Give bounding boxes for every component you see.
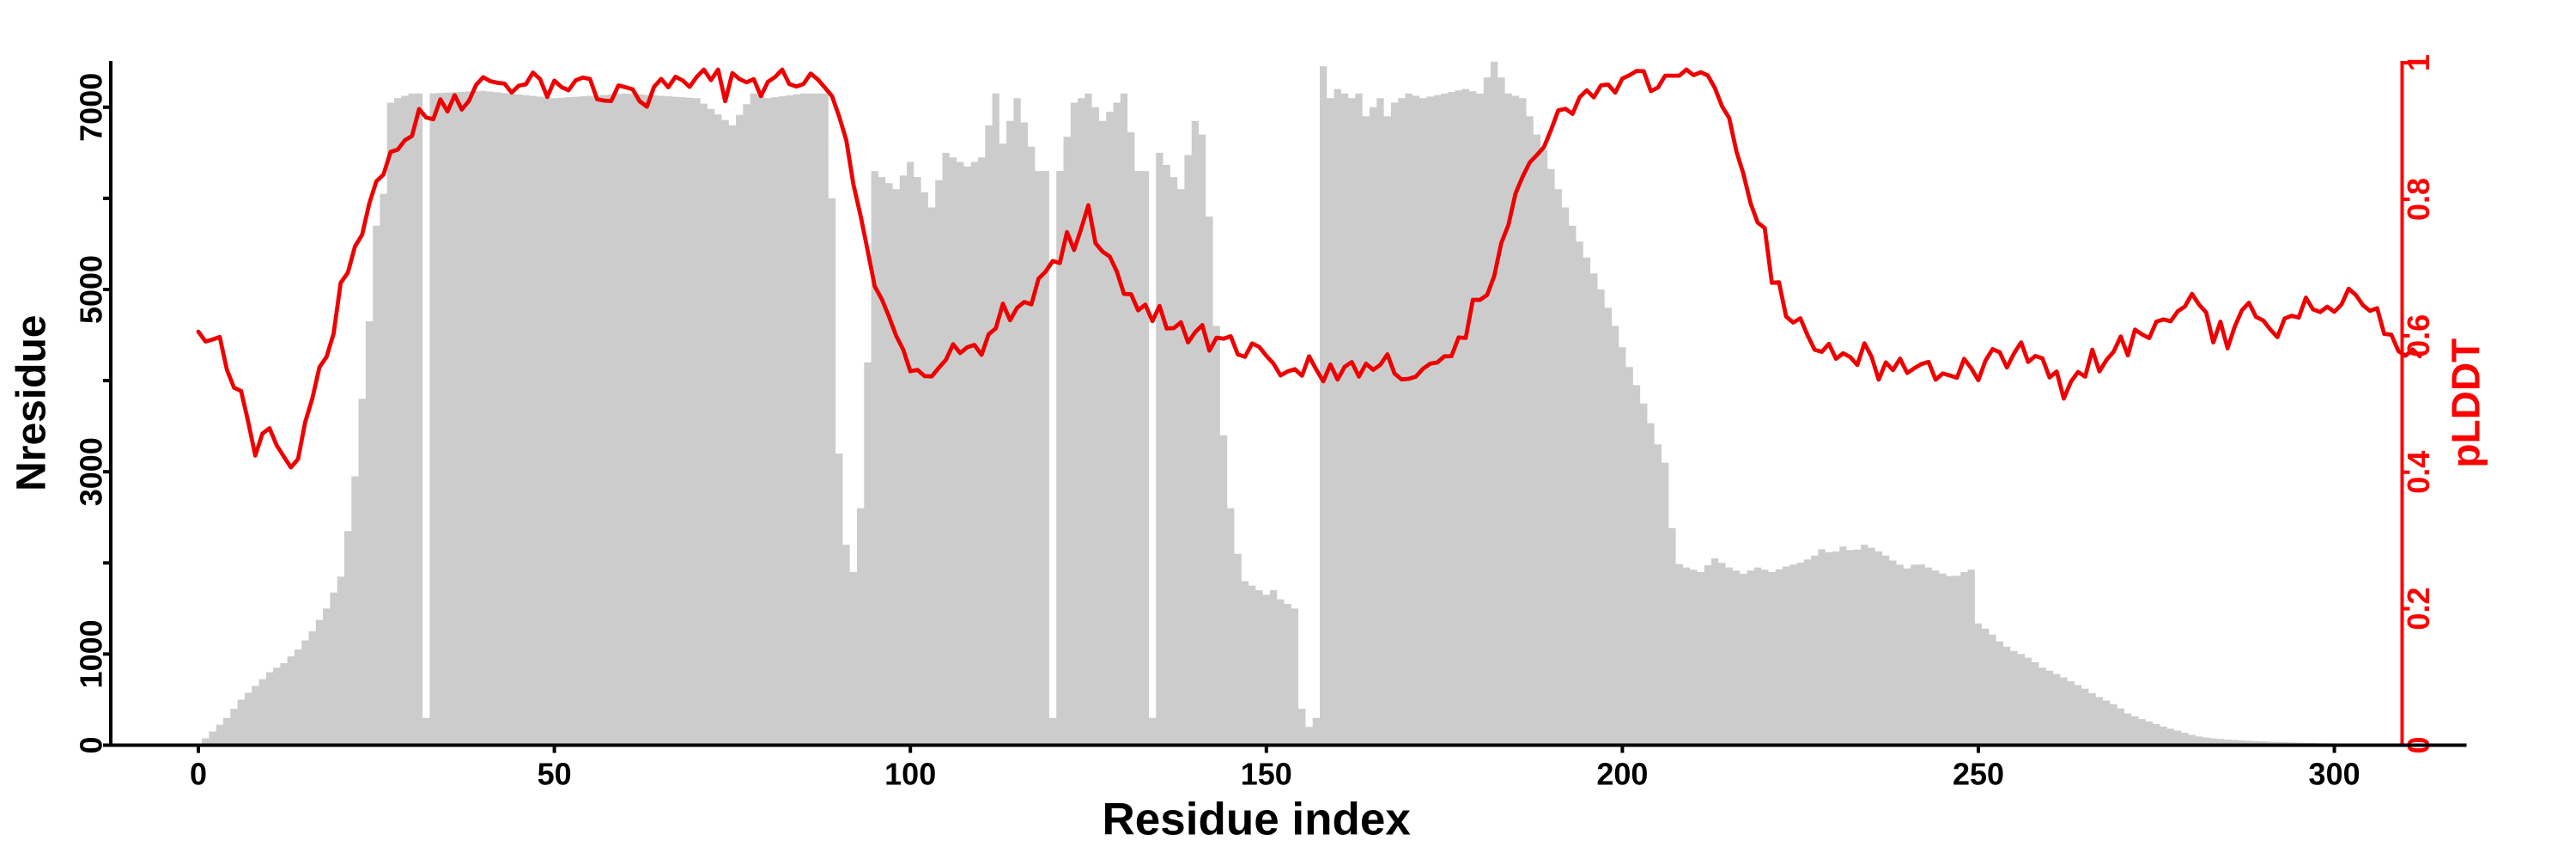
svg-text:200: 200 [1596, 757, 1648, 792]
svg-text:0.4: 0.4 [2401, 451, 2436, 494]
svg-text:0.6: 0.6 [2401, 314, 2436, 357]
svg-text:100: 100 [884, 757, 936, 792]
svg-text:pLDDT: pLDDT [2444, 338, 2488, 468]
svg-text:7000: 7000 [74, 73, 109, 142]
svg-text:150: 150 [1241, 757, 1292, 792]
svg-text:250: 250 [1953, 757, 2004, 792]
svg-text:5000: 5000 [74, 255, 109, 324]
svg-text:1000: 1000 [74, 619, 109, 688]
svg-text:3000: 3000 [74, 437, 109, 506]
svg-text:1: 1 [2401, 54, 2436, 71]
svg-text:Nresidue: Nresidue [9, 314, 55, 490]
svg-text:0: 0 [74, 736, 109, 753]
svg-text:0.8: 0.8 [2401, 178, 2436, 221]
svg-text:50: 50 [538, 757, 572, 792]
svg-text:0: 0 [190, 757, 207, 792]
svg-text:0.2: 0.2 [2401, 588, 2436, 631]
svg-text:Residue index: Residue index [1103, 795, 1412, 845]
svg-text:300: 300 [2309, 757, 2360, 792]
